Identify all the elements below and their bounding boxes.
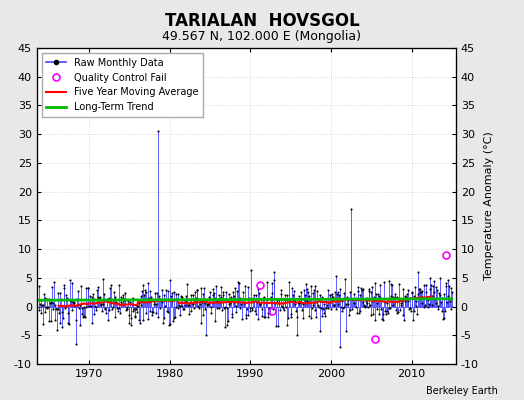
Text: Berkeley Earth: Berkeley Earth — [426, 386, 498, 396]
Text: 49.567 N, 102.000 E (Mongolia): 49.567 N, 102.000 E (Mongolia) — [162, 30, 362, 43]
Legend: Raw Monthly Data, Quality Control Fail, Five Year Moving Average, Long-Term Tren: Raw Monthly Data, Quality Control Fail, … — [41, 53, 203, 117]
Y-axis label: Temperature Anomaly (°C): Temperature Anomaly (°C) — [484, 132, 494, 280]
Text: TARIALAN  HOVSGOL: TARIALAN HOVSGOL — [165, 12, 359, 30]
